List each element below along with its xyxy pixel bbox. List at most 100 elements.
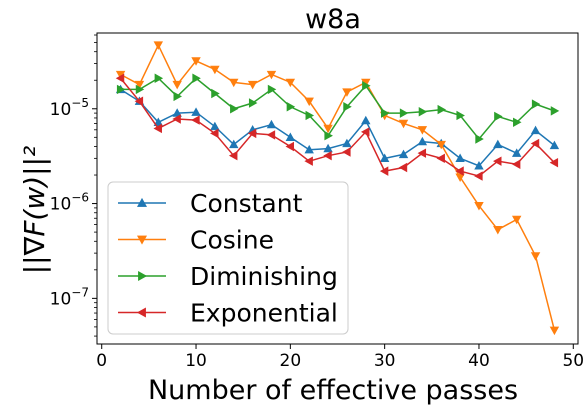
data-point [172, 114, 181, 124]
data-point [267, 84, 277, 95]
data-point [248, 98, 258, 108]
y-axis-label-text: ||∇F(w)||² [18, 146, 51, 275]
y-tick-label: 10−6 [50, 191, 89, 215]
legend-label: Cosine [190, 226, 274, 255]
data-point [436, 140, 446, 150]
data-point [493, 226, 503, 235]
legend-label: Exponential [190, 299, 338, 328]
data-point [417, 126, 428, 135]
data-point [173, 91, 182, 102]
data-point [285, 141, 294, 152]
data-point [304, 97, 314, 107]
data-point [417, 136, 428, 146]
data-point [381, 108, 390, 118]
x-tick-label: 40 [468, 351, 490, 371]
data-point [134, 80, 145, 90]
data-point [550, 106, 560, 116]
series-line [120, 77, 555, 141]
legend-item-diminishing: Diminishing [118, 262, 338, 291]
data-point [379, 153, 390, 162]
data-point [266, 70, 277, 80]
data-point [304, 156, 313, 166]
data-point [456, 110, 465, 121]
data-point [285, 132, 296, 141]
data-point [153, 117, 164, 126]
series-diminishing [116, 73, 560, 144]
data-point [323, 143, 333, 153]
data-point [211, 88, 220, 99]
data-point [191, 107, 201, 116]
data-point [247, 128, 257, 139]
x-tick-label: 30 [374, 351, 396, 371]
data-point [323, 124, 333, 134]
legend-label: Constant [190, 189, 303, 218]
y-tick-label: 10−5 [50, 96, 89, 120]
series-group [115, 41, 560, 336]
series-exponential [115, 73, 559, 181]
legend-item-exponential: Exponential [118, 299, 338, 328]
data-point [511, 215, 522, 225]
y-axis-label: ||∇F(w)||² [18, 146, 51, 275]
data-point [191, 57, 201, 66]
data-point [549, 157, 559, 168]
data-point [285, 78, 296, 88]
data-point [474, 202, 484, 211]
data-point [530, 125, 541, 135]
data-point [266, 119, 277, 129]
data-point [115, 73, 125, 83]
data-point [531, 99, 541, 109]
data-point [549, 326, 560, 336]
data-point [436, 153, 445, 164]
plot-area [96, 32, 579, 345]
data-point [172, 80, 182, 90]
data-point [513, 117, 522, 128]
plot-frame [96, 32, 579, 345]
data-point [437, 104, 447, 115]
data-point [475, 134, 484, 144]
data-point [324, 130, 333, 141]
legend: Constant Cosine Diminishing Exponential [107, 181, 349, 335]
legend-label: Diminishing [190, 262, 338, 291]
legend-marker [138, 270, 148, 282]
data-point [530, 138, 540, 149]
data-point [116, 84, 126, 95]
data-point [135, 84, 145, 95]
data-point [323, 150, 332, 161]
data-point [343, 102, 352, 112]
data-point [398, 162, 408, 173]
data-point [153, 123, 162, 134]
data-point [192, 73, 201, 83]
data-point [530, 252, 541, 261]
data-point [304, 144, 314, 154]
data-point [342, 88, 352, 97]
y-axis: 10−7 10−6 10−5 [50, 34, 97, 337]
data-point [361, 115, 371, 125]
data-point [154, 73, 164, 83]
x-tick-label: 50 [562, 351, 584, 371]
data-point [399, 108, 409, 118]
data-point [455, 153, 465, 162]
data-point [493, 156, 502, 166]
legend-item-constant: Constant [118, 189, 303, 218]
legend-item-cosine: Cosine [118, 226, 274, 255]
data-point [362, 81, 371, 91]
x-tick-label: 20 [280, 351, 302, 371]
legend-box [107, 181, 349, 335]
data-point [210, 65, 220, 75]
y-tick-label: 10−7 [50, 285, 89, 309]
data-point [229, 78, 239, 88]
data-point [342, 138, 352, 148]
data-point [210, 128, 219, 139]
data-point [418, 107, 428, 117]
data-point [379, 166, 389, 176]
data-point [493, 139, 503, 149]
data-point [360, 127, 370, 137]
data-point [286, 102, 296, 112]
data-point [455, 166, 464, 176]
x-tick-label: 10 [185, 351, 207, 371]
data-point [417, 148, 427, 158]
data-point [511, 148, 522, 157]
data-point [398, 149, 409, 159]
data-point [511, 159, 521, 169]
